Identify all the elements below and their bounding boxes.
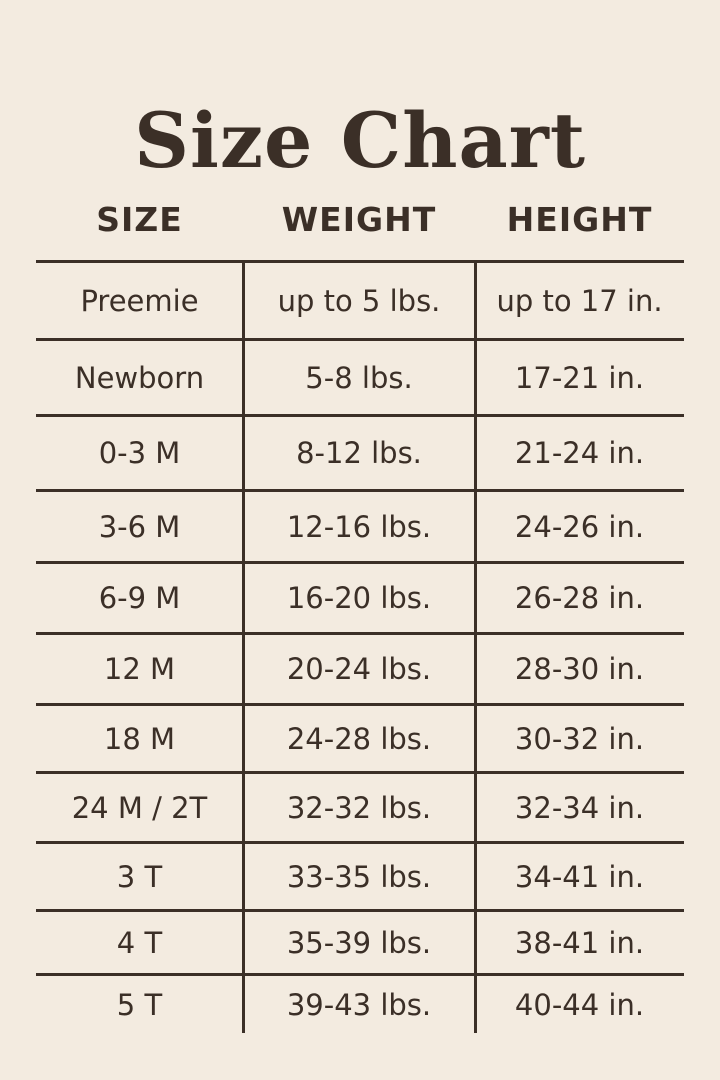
cell-weight: up to 5 lbs. [277,283,441,318]
cell-size: 4 T [116,925,163,960]
page-title: Size Chart [134,95,586,185]
cell-size: 3 T [116,859,163,894]
cell-height: up to 17 in. [496,283,663,318]
cell-height: 21-24 in. [514,436,645,470]
cell-height: 24-26 in. [514,509,645,544]
cell-height: 30-32 in. [514,721,645,756]
cell-size: 6-9 M [98,581,181,615]
table-row: 4 T 35-39 lbs. 38-41 in. [36,909,684,973]
cell-height: 34-41 in. [514,859,645,894]
table-row: 24 M / 2T 32-32 lbs. 32-34 in. [36,771,684,841]
cell-weight: 35-39 lbs. [286,925,432,960]
header-size: SIZE [96,200,183,239]
cell-weight: 24-28 lbs. [286,721,432,756]
cell-height: 38-41 in. [514,925,645,960]
table-row: 6-9 M 16-20 lbs. 26-28 in. [36,561,684,632]
cell-height: 40-44 in. [514,987,645,1022]
cell-size: 0-3 M [98,436,181,470]
header-height: HEIGHT [506,200,653,239]
cell-weight: 39-43 lbs. [286,987,432,1022]
table-row: 12 M 20-24 lbs. 28-30 in. [36,632,684,703]
table-row: 18 M 24-28 lbs. 30-32 in. [36,703,684,771]
cell-weight: 32-32 lbs. [286,790,432,825]
cell-size: 18 M [103,721,176,756]
cell-size: Preemie [80,283,199,318]
header-weight: WEIGHT [281,200,437,239]
column-divider [474,260,477,1033]
cell-weight: 8-12 lbs. [296,436,422,470]
cell-size: 12 M [103,652,176,686]
cell-weight: 12-16 lbs. [286,509,432,544]
cell-height: 28-30 in. [514,652,645,686]
cell-height: 32-34 in. [514,790,645,825]
cell-size: 3-6 M [98,509,181,544]
table-row: 3 T 33-35 lbs. 34-41 in. [36,841,684,909]
cell-size: 5 T [116,987,163,1022]
cell-weight: 5-8 lbs. [305,360,413,395]
table-row: Preemie up to 5 lbs. up to 17 in. [36,260,684,338]
table-row: Newborn 5-8 lbs. 17-21 in. [36,338,684,414]
column-divider [242,260,245,1033]
table-row: 3-6 M 12-16 lbs. 24-26 in. [36,489,684,561]
table-row: 0-3 M 8-12 lbs. 21-24 in. [36,414,684,489]
cell-height: 17-21 in. [514,360,645,395]
cell-size: Newborn [74,360,205,395]
size-table: 5 T 39-43 lbs. 40-44 in. 4 T 35-39 lbs. 38-41… [36,260,684,1033]
cell-weight: 20-24 lbs. [286,652,432,686]
cell-size: 24 M / 2T [71,790,208,825]
cell-height: 26-28 in. [514,581,645,615]
table-row: 5 T 39-43 lbs. 40-44 in. [36,973,684,1033]
cell-weight: 16-20 lbs. [286,581,432,615]
cell-weight: 33-35 lbs. [286,859,432,894]
